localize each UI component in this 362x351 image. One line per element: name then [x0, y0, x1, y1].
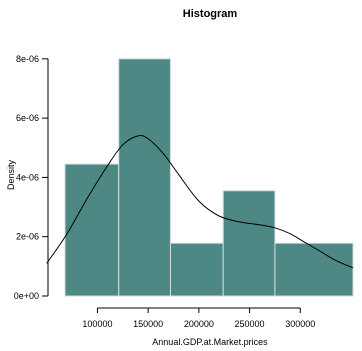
y-tick-label: 4e-06	[16, 172, 39, 182]
y-axis: 0e+00 2e-06 4e-06 6e-06 8e-06	[14, 54, 49, 301]
x-tick-label: 250000	[235, 319, 265, 329]
histogram-bar-2	[118, 58, 171, 297]
histogram-bar-5	[274, 242, 354, 297]
x-axis-label: Annual.GDP.at.Market.prices	[152, 337, 268, 347]
y-tick-label: 8e-06	[16, 54, 39, 64]
x-tick-label: 100000	[82, 319, 112, 329]
x-axis: 100000 150000 200000 250000 300000	[82, 307, 315, 329]
x-tick-label: 150000	[133, 319, 163, 329]
y-tick-label: 6e-06	[16, 113, 39, 123]
histogram-bar-4	[222, 190, 276, 297]
y-tick-label: 2e-06	[16, 232, 39, 242]
x-tick-label: 300000	[285, 319, 315, 329]
histogram-bars	[64, 58, 354, 297]
histogram-bar-1	[64, 163, 120, 297]
density-curve-layer	[46, 135, 354, 269]
y-tick-label: 0e+00	[14, 291, 39, 301]
x-tick-label: 200000	[184, 319, 214, 329]
y-axis-label: Density	[6, 159, 16, 190]
density-curve-line	[46, 135, 354, 269]
chart-title: Histogram	[183, 8, 238, 20]
histogram-bar-3	[169, 242, 224, 297]
